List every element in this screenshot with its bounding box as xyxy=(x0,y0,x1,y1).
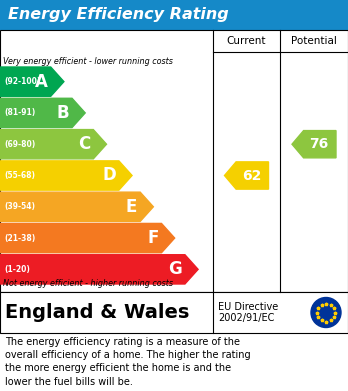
Polygon shape xyxy=(0,161,132,190)
Text: (1-20): (1-20) xyxy=(4,265,30,274)
Text: B: B xyxy=(56,104,69,122)
Text: A: A xyxy=(35,73,48,91)
Text: D: D xyxy=(102,167,116,185)
Polygon shape xyxy=(0,98,85,127)
Text: Current: Current xyxy=(227,36,266,46)
Text: Energy Efficiency Rating: Energy Efficiency Rating xyxy=(8,7,229,23)
Text: EU Directive
2002/91/EC: EU Directive 2002/91/EC xyxy=(218,302,278,323)
Polygon shape xyxy=(0,192,153,221)
Text: Not energy efficient - higher running costs: Not energy efficient - higher running co… xyxy=(3,279,173,288)
Text: The energy efficiency rating is a measure of the
overall efficiency of a home. T: The energy efficiency rating is a measur… xyxy=(5,337,251,387)
Text: (21-38): (21-38) xyxy=(4,233,35,242)
Polygon shape xyxy=(0,223,175,253)
Bar xyxy=(0,0,348,30)
Text: (39-54): (39-54) xyxy=(4,202,35,211)
Text: E: E xyxy=(126,198,137,216)
Text: (92-100): (92-100) xyxy=(4,77,40,86)
Text: England & Wales: England & Wales xyxy=(5,303,189,322)
Polygon shape xyxy=(0,129,106,159)
Polygon shape xyxy=(292,131,336,158)
Text: G: G xyxy=(168,260,182,278)
Text: (81-91): (81-91) xyxy=(4,108,35,117)
Polygon shape xyxy=(0,67,64,96)
Text: Potential: Potential xyxy=(291,36,337,46)
Polygon shape xyxy=(0,255,198,284)
Text: F: F xyxy=(147,229,158,247)
Circle shape xyxy=(311,298,341,328)
Bar xyxy=(0,30,348,292)
Text: 76: 76 xyxy=(309,137,329,151)
Text: (55-68): (55-68) xyxy=(4,171,35,180)
Bar xyxy=(0,292,348,333)
Text: 62: 62 xyxy=(242,169,261,183)
Text: Very energy efficient - lower running costs: Very energy efficient - lower running co… xyxy=(3,57,173,66)
Polygon shape xyxy=(224,162,269,189)
Text: (69-80): (69-80) xyxy=(4,140,35,149)
Text: C: C xyxy=(78,135,90,153)
